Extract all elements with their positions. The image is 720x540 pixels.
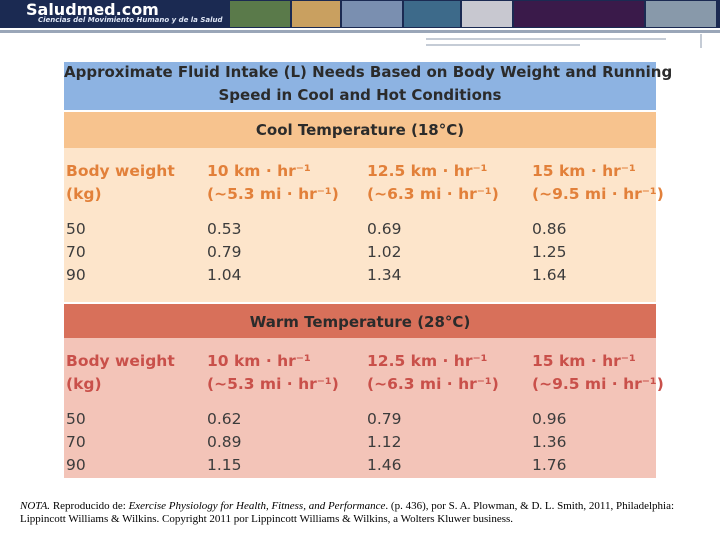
column-header: (~9.5 mi · hr⁻¹) [532, 375, 664, 393]
photo [342, 1, 402, 27]
logo: Saludmed.com [26, 0, 159, 19]
column-header: Body weight [66, 162, 175, 180]
photo [230, 1, 290, 27]
rule [700, 34, 702, 48]
cell: 70 [66, 433, 86, 451]
cell: 1.04 [207, 266, 242, 284]
column-header: 15 km · hr⁻¹ [532, 162, 636, 180]
cell: 0.69 [367, 220, 402, 238]
title: Approximate Fluid Intake (L) Needs Based… [64, 63, 673, 81]
column-header: Body weight [66, 352, 175, 370]
note-text: . (p. 436), por S. A. Plowman, & D. L. S… [20, 500, 675, 525]
photo [646, 1, 716, 27]
rule [0, 30, 720, 33]
cell: 1.36 [532, 433, 567, 451]
cell: 90 [66, 266, 86, 284]
column-header: (~9.5 mi · hr⁻¹) [532, 185, 664, 203]
column-header: 12.5 km · hr⁻¹ [367, 352, 488, 370]
cell: 1.64 [532, 266, 567, 284]
cell: 1.25 [532, 243, 567, 261]
cell: 0.53 [207, 220, 242, 238]
cell: 1.34 [367, 266, 402, 284]
cell: 0.79 [207, 243, 242, 261]
section-body [64, 338, 656, 478]
header-banner [0, 0, 720, 28]
rule [426, 44, 580, 46]
rule [426, 38, 666, 40]
title-band [64, 62, 656, 110]
cell: 0.86 [532, 220, 567, 238]
column-header: 10 km · hr⁻¹ [207, 162, 311, 180]
photo [514, 1, 644, 27]
column-header: (~5.3 mi · hr⁻¹) [207, 375, 339, 393]
note-text: NOTA. [20, 500, 51, 512]
note-text: Exercise Physiology for Health, Fitness,… [128, 500, 386, 512]
section-heading-band [64, 112, 656, 148]
note-text: Reproducido de: [50, 500, 129, 512]
cell: 0.62 [207, 410, 242, 428]
photo [462, 1, 512, 27]
column-header: (kg) [66, 185, 102, 203]
note: NOTA. Reproducido de: Exercise Physiolog… [20, 500, 710, 526]
cell: 1.02 [367, 243, 402, 261]
cell: 70 [66, 243, 86, 261]
title: Speed in Cool and Hot Conditions [218, 86, 502, 104]
column-header: (~6.3 mi · hr⁻¹) [367, 375, 499, 393]
table: Approximate Fluid Intake (L) Needs Based… [64, 62, 673, 478]
photo [292, 1, 340, 27]
cell: 0.79 [367, 410, 402, 428]
tagline: Ciencias del Movimiento Humano y de la S… [38, 16, 223, 24]
section-body [64, 148, 656, 302]
cell: 90 [66, 456, 86, 474]
column-header: (~5.3 mi · hr⁻¹) [207, 185, 339, 203]
cell: 1.15 [207, 456, 242, 474]
cell: 1.12 [367, 433, 402, 451]
column-header: (~6.3 mi · hr⁻¹) [367, 185, 499, 203]
cell: 1.76 [532, 456, 567, 474]
column-header: 12.5 km · hr⁻¹ [367, 162, 488, 180]
column-header: (kg) [66, 375, 102, 393]
cell: 0.96 [532, 410, 567, 428]
section-heading: Warm Temperature (28°C) [249, 313, 471, 331]
cell: 0.89 [207, 433, 242, 451]
cell: 50 [66, 410, 86, 428]
column-header: 10 km · hr⁻¹ [207, 352, 311, 370]
cell: 50 [66, 220, 86, 238]
section-heading-band [64, 304, 656, 338]
photo [404, 1, 460, 27]
section-heading: Cool Temperature (18°C) [255, 121, 465, 139]
cell: 1.46 [367, 456, 402, 474]
column-header: 15 km · hr⁻¹ [532, 352, 636, 370]
